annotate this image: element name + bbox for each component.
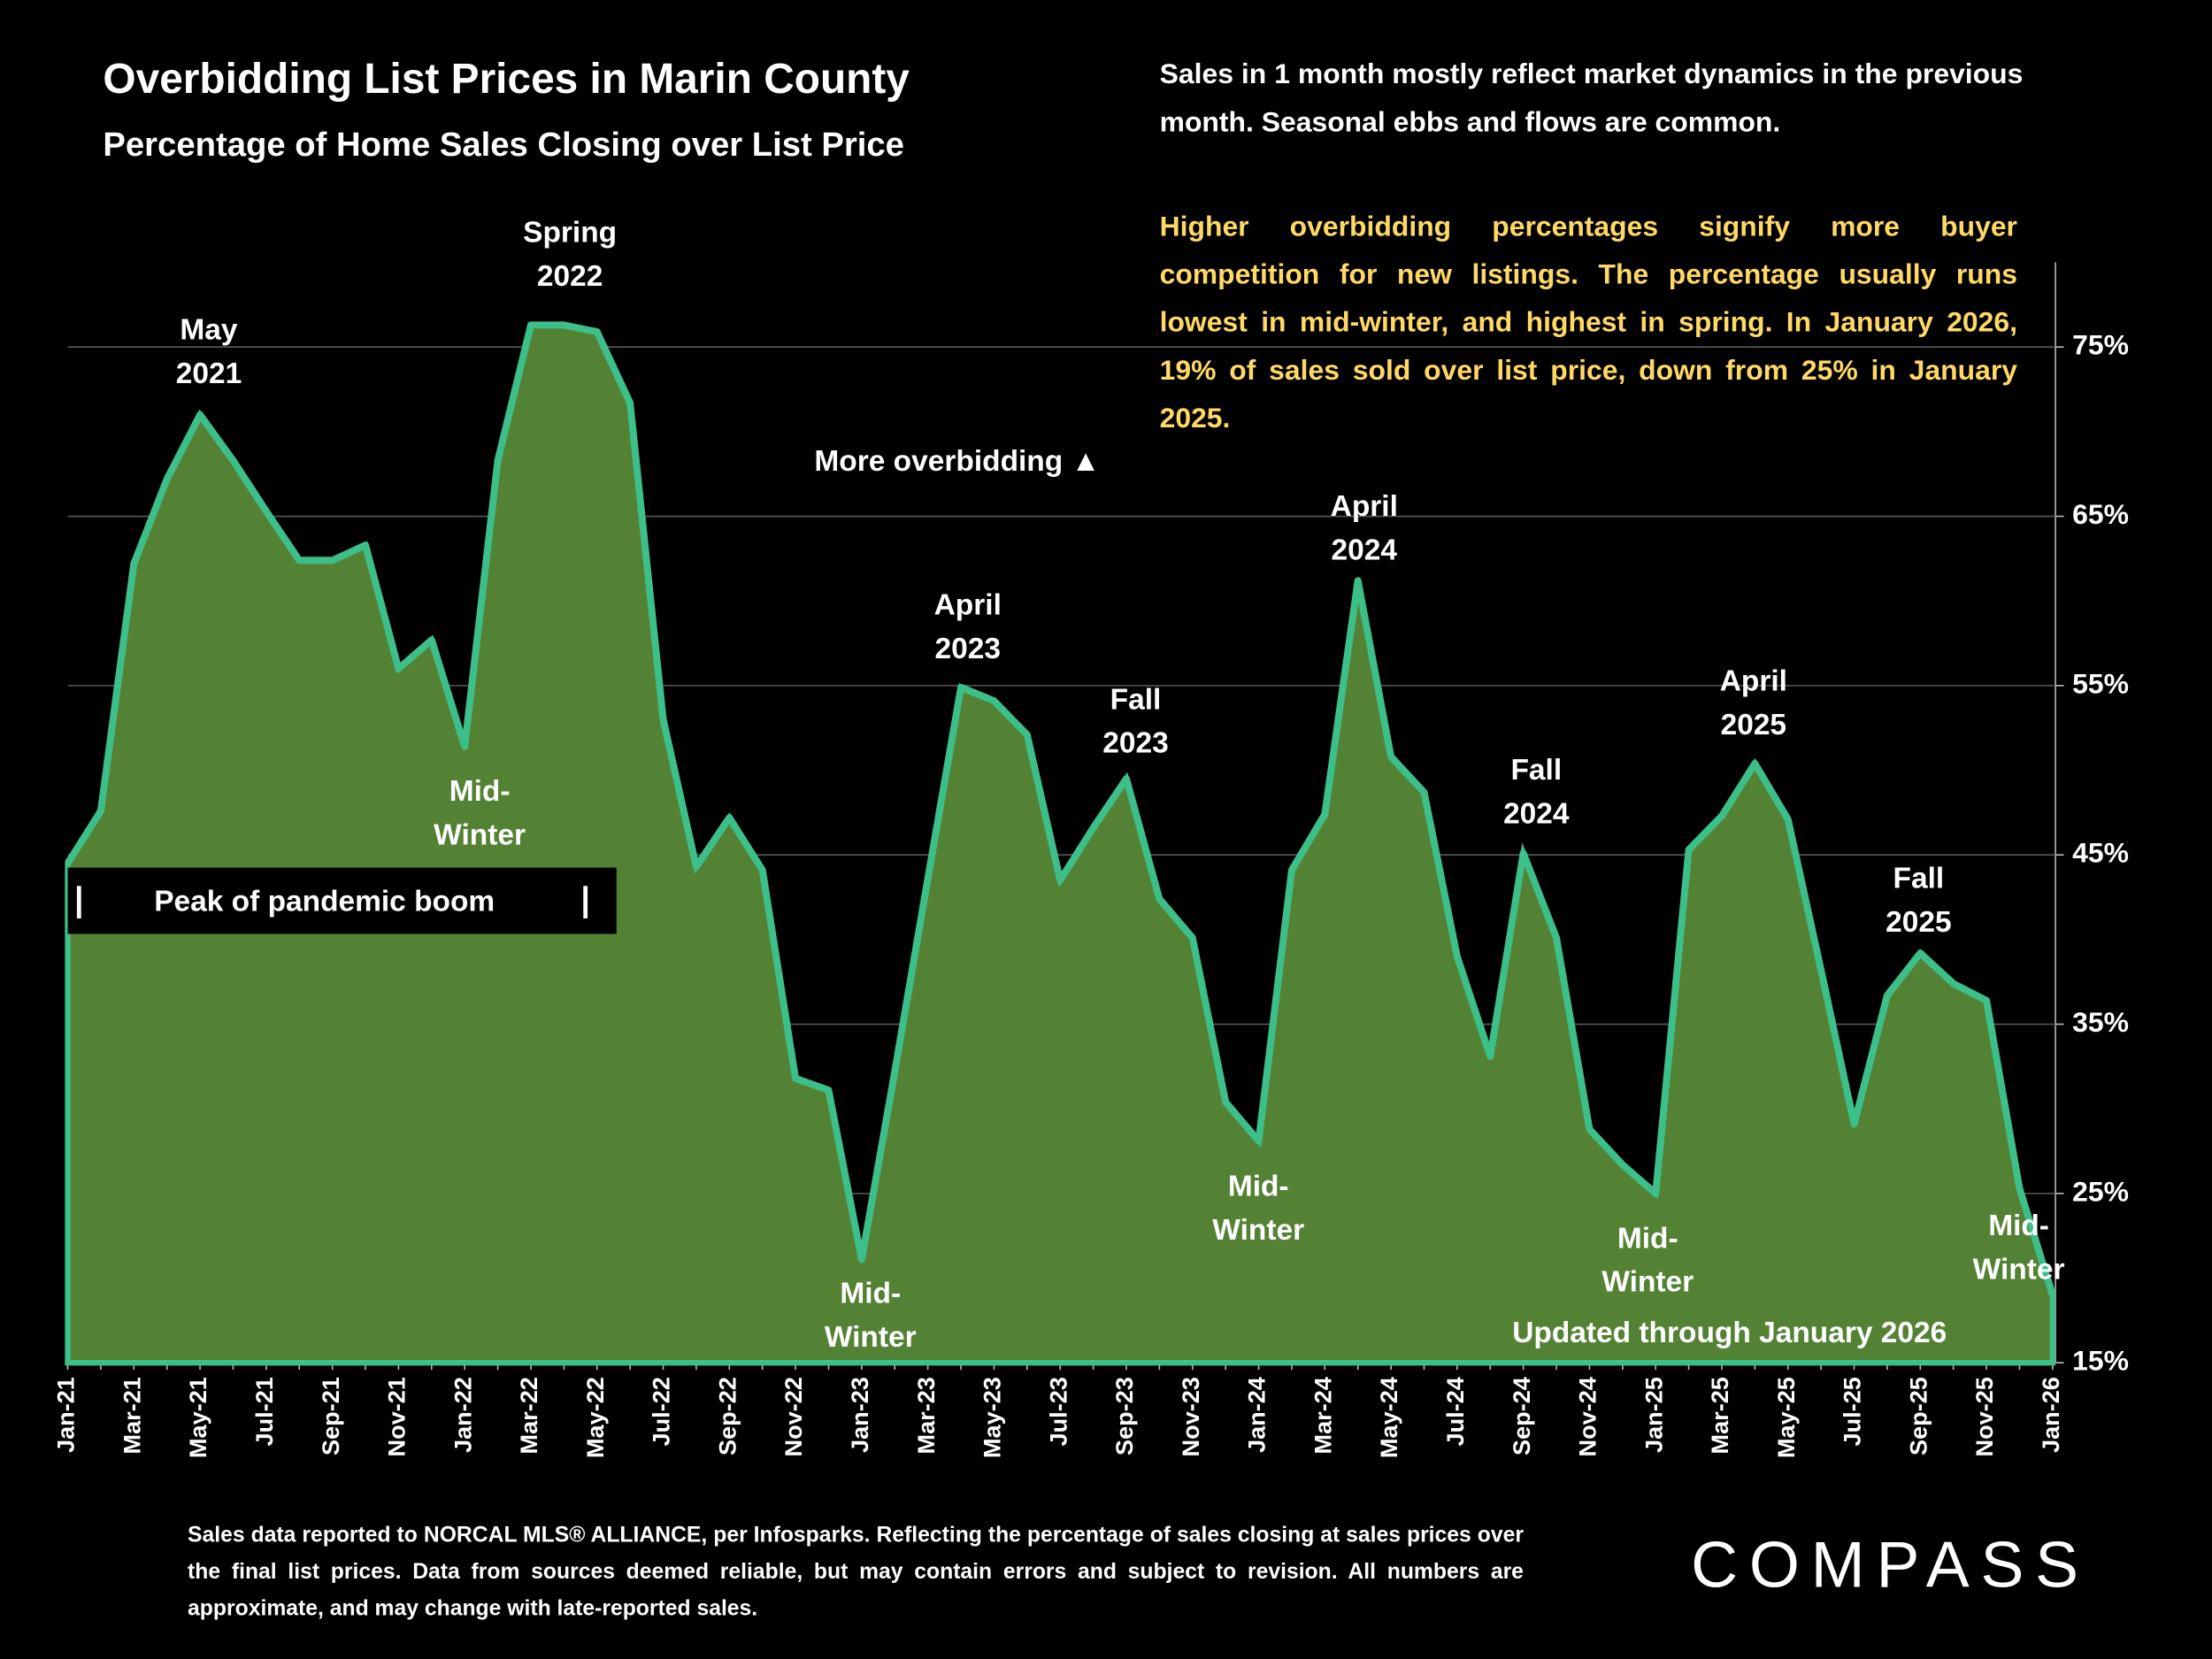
annotation: More overbidding ▲ — [814, 445, 1100, 478]
annotation: Peak of pandemic boom — [154, 885, 495, 918]
annotation: Fall — [1510, 754, 1562, 787]
x-tick-label: Jan-22 — [449, 1377, 476, 1453]
x-tick-label: Jul-24 — [1441, 1377, 1469, 1446]
area-fill — [65, 322, 2056, 1366]
annotation: Spring — [523, 217, 617, 250]
x-tick-label: Sep-22 — [713, 1377, 741, 1455]
annotation: Mid- — [1228, 1170, 1289, 1202]
annotation: 2025 — [1721, 709, 1786, 741]
annotation: 2021 — [176, 357, 242, 390]
y-tick-label: 45% — [2072, 837, 2129, 869]
x-tick-label: Mar-21 — [118, 1377, 145, 1454]
x-tick-label: Jan-23 — [846, 1377, 873, 1453]
x-tick-label: May-21 — [184, 1377, 211, 1458]
annotation: Fall — [1893, 863, 1945, 895]
annotation: 2025 — [1886, 906, 1951, 939]
x-tick-label: Mar-25 — [1706, 1377, 1733, 1454]
annotation: Mid- — [1617, 1222, 1678, 1255]
x-tick-label: Sep-23 — [1110, 1377, 1138, 1455]
note: Higher overbidding percentages signify m… — [1159, 211, 2017, 435]
x-tick-label: Sep-21 — [317, 1377, 344, 1455]
x-tick-label: Jan-26 — [2037, 1377, 2064, 1453]
logo: COMPASS — [1691, 1527, 2090, 1601]
x-tick-label: Jan-21 — [52, 1377, 80, 1453]
x-tick-label: May-22 — [581, 1377, 609, 1458]
x-tick-label: Mar-22 — [515, 1377, 542, 1454]
annotation: 2024 — [1332, 534, 1398, 566]
x-tick-label: May-25 — [1772, 1377, 1800, 1458]
annotation: 2023 — [1102, 727, 1168, 760]
line — [65, 321, 2056, 1296]
annotation: Winter — [825, 1321, 917, 1354]
x-tick-label: Nov-23 — [1177, 1377, 1204, 1456]
annotation: April — [1331, 490, 1398, 523]
x-tick-label: Mar-24 — [1309, 1377, 1336, 1454]
y-tick-label: 15% — [2072, 1345, 2129, 1377]
annotation: Mid- — [1988, 1210, 2049, 1242]
annotation: Winter — [1601, 1266, 1694, 1299]
note: Sales in 1 month mostly reflect market d… — [1159, 58, 2024, 139]
annotation: Updated through January 2026 — [1512, 1317, 1947, 1349]
x-tick-label: Mar-23 — [912, 1377, 940, 1454]
annotation: 2023 — [935, 633, 1001, 665]
x-tick-label: Jul-22 — [648, 1377, 675, 1446]
y-tick-label: 25% — [2072, 1175, 2129, 1207]
x-tick-label: Sep-25 — [1904, 1377, 1932, 1455]
annotation: April — [934, 588, 1002, 621]
annotation: Winter — [1973, 1253, 2065, 1286]
x-tick-label: Nov-22 — [780, 1377, 807, 1456]
chart-title: Overbidding List Prices in Marin County — [103, 56, 910, 103]
annotation: Mid- — [449, 775, 511, 808]
x-tick-label: May-24 — [1375, 1377, 1402, 1458]
annotation: Winter — [434, 818, 526, 851]
x-tick-label: Sep-24 — [1508, 1377, 1535, 1455]
annotation: 2024 — [1503, 797, 1570, 830]
source-note: Sales data reported to NORCAL MLS® ALLIA… — [188, 1523, 1524, 1621]
x-tick-label: Jan-24 — [1243, 1377, 1271, 1453]
y-tick-label: 75% — [2072, 329, 2129, 361]
annotation: April — [1720, 665, 1787, 698]
x-tick-label: Nov-24 — [1574, 1377, 1601, 1456]
x-tick-label: Jul-23 — [1044, 1377, 1071, 1446]
label-box — [67, 867, 617, 934]
annotation: 2022 — [537, 260, 603, 293]
y-tick-label: 65% — [2072, 498, 2129, 530]
annotation: Fall — [1110, 683, 1162, 716]
annotation: May — [180, 314, 237, 347]
x-tick-label: Jan-25 — [1640, 1377, 1667, 1453]
x-tick-label: Jul-21 — [250, 1377, 278, 1446]
x-tick-label: Jul-25 — [1839, 1377, 1866, 1446]
y-tick-label: 35% — [2072, 1006, 2129, 1038]
x-tick-label: Nov-25 — [1970, 1377, 1998, 1456]
y-tick-label: 55% — [2072, 667, 2129, 699]
x-tick-label: Nov-21 — [383, 1377, 411, 1456]
chart-subtitle: Percentage of Home Sales Closing over Li… — [103, 126, 904, 164]
annotation: Winter — [1212, 1214, 1304, 1247]
annotation: Mid- — [840, 1278, 901, 1310]
x-tick-label: May-23 — [979, 1377, 1006, 1458]
